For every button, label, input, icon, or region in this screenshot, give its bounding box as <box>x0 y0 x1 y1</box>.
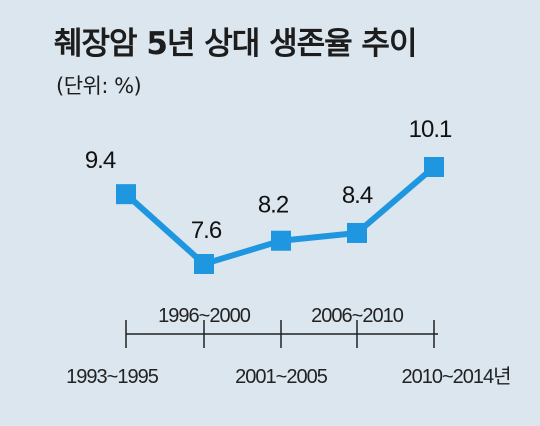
data-value-label: 8.2 <box>258 192 289 219</box>
x-axis <box>125 320 438 348</box>
chart-unit-label: (단위: %) <box>56 74 142 98</box>
x-tick-label: 1993~1995 <box>66 366 159 388</box>
data-value-label: 10.1 <box>409 116 452 143</box>
chart-title: 췌장암 5년 상대 생존율 추이 <box>54 26 417 62</box>
data-value-label: 7.6 <box>191 217 222 244</box>
x-tick-labels: 1993~1995 1996~2000 2001~2005 2006~2010 2010… <box>66 305 511 388</box>
data-point-marker <box>194 254 214 274</box>
data-labels: 9.4 7.6 8.2 8.4 10.1 <box>85 116 453 244</box>
data-point-marker <box>424 157 444 177</box>
x-tick-label: 1996~2000 <box>158 305 251 327</box>
x-tick-label: 2010~2014년 <box>401 365 510 388</box>
x-tick-label: 2006~2010 <box>311 305 404 327</box>
x-tick-label: 2001~2005 <box>235 366 328 388</box>
data-point-marker <box>116 184 136 205</box>
data-point-marker <box>271 230 291 251</box>
series-markers <box>116 157 444 274</box>
data-point-marker <box>347 222 367 243</box>
data-value-label: 8.4 <box>342 182 373 209</box>
data-value-label: 9.4 <box>85 147 116 174</box>
